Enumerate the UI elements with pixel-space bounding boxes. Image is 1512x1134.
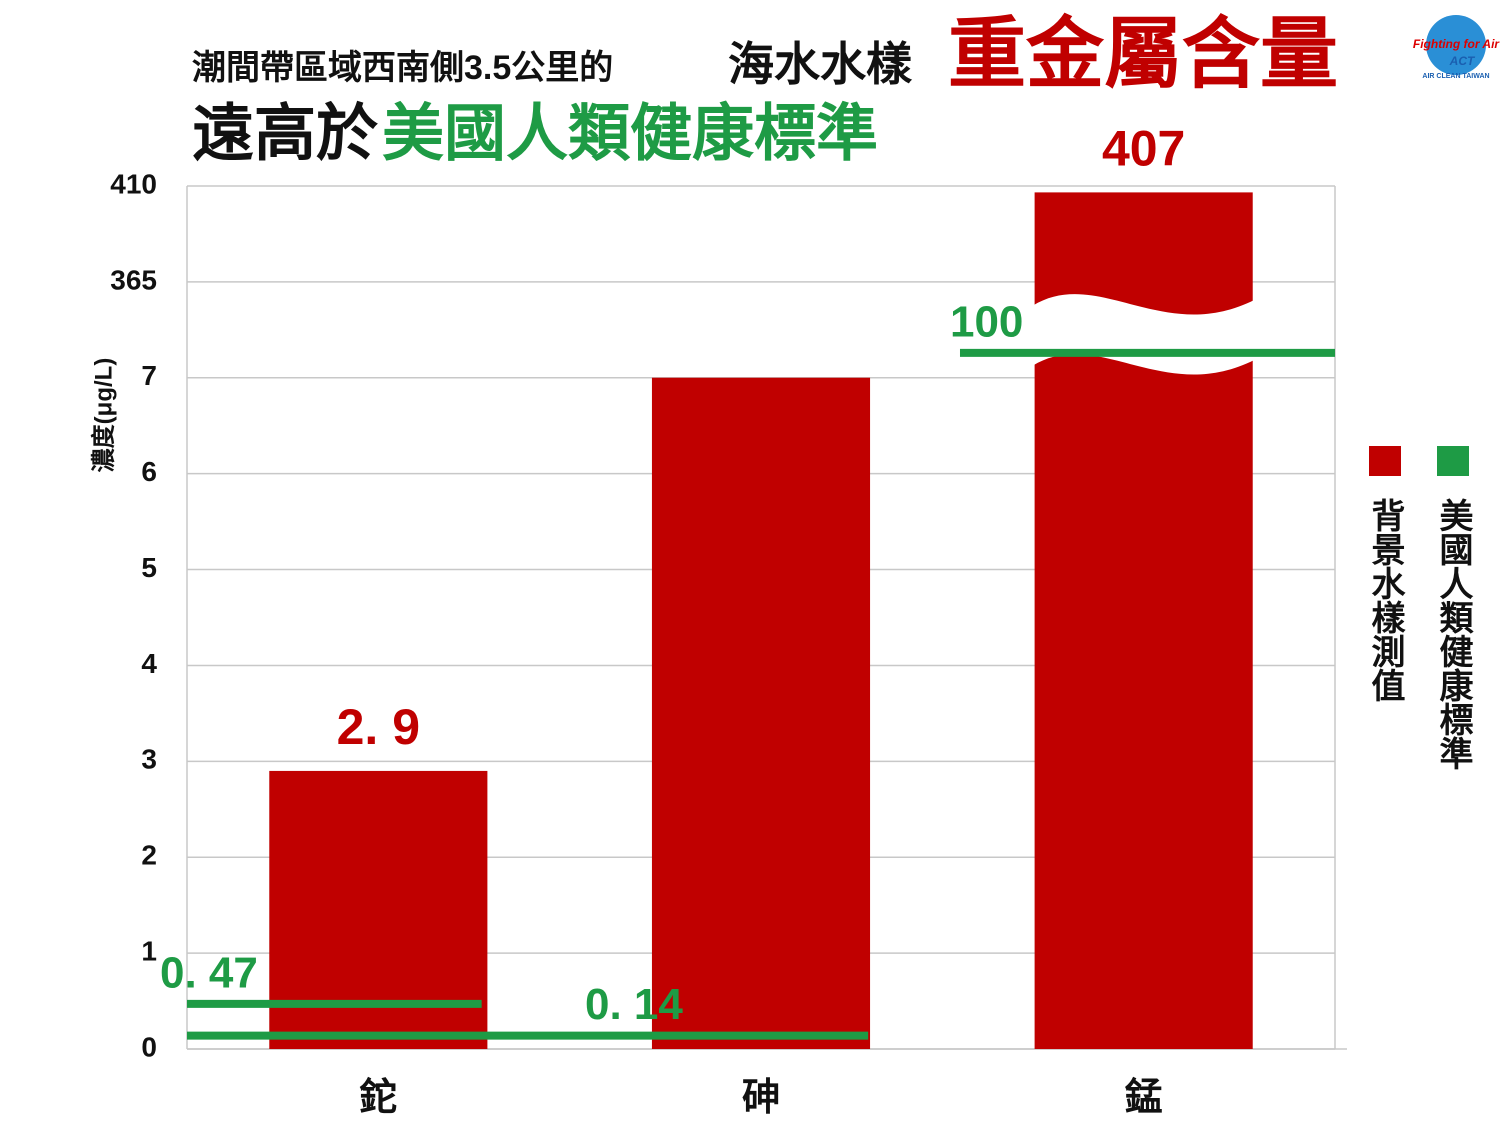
value-label: 0. 14 [585, 980, 683, 1029]
x-tick-label: 錳 [1125, 1077, 1163, 1119]
legend-label: 美國人類健康標準 [1434, 498, 1473, 770]
legend-label: 背景水樣測值 [1366, 498, 1405, 702]
y-tick-label: 7 [141, 360, 157, 391]
legend-swatch [1369, 446, 1401, 476]
title-part: 海水水樣 [728, 38, 913, 90]
y-tick-label: 410 [110, 168, 157, 199]
y-tick-label: 365 [110, 264, 157, 295]
subtitle-highlight: 美國人類健康標準 [382, 99, 878, 168]
bar [651, 377, 871, 1049]
y-axis-label: 濃度(μg/L) [89, 358, 117, 473]
y-tick-label: 5 [141, 552, 157, 583]
title-part: 潮間帶區域西南側3.5公里的 [192, 49, 613, 87]
title-highlight: 重金屬含量 [948, 10, 1338, 98]
y-tick-label: 6 [141, 456, 157, 487]
legend-swatch [1437, 446, 1469, 476]
value-label: 407 [1102, 121, 1185, 177]
axis-break [649, 294, 873, 375]
logo-text: Fighting for Air [1413, 37, 1501, 51]
logo: Fighting for Air ACT AIR CLEAN TAIWAN [1413, 15, 1501, 80]
y-tick-label: 3 [141, 744, 157, 775]
logo-circle [1426, 15, 1486, 75]
value-label: 0. 47 [160, 949, 258, 998]
y-tick-label: 0 [141, 1031, 157, 1062]
value-label: 100 [950, 297, 1023, 346]
logo-text: ACT [1449, 54, 1476, 68]
y-tick-label: 1 [141, 936, 157, 967]
y-tick-label: 2 [141, 840, 157, 871]
logo-text: AIR CLEAN TAIWAN [1422, 73, 1489, 80]
x-tick-label: 砷 [742, 1077, 780, 1119]
value-label: 2. 9 [337, 699, 420, 755]
y-tick-label: 4 [141, 648, 157, 679]
subtitle-part: 遠高於 [192, 99, 378, 168]
x-tick-label: 鉈 [359, 1077, 397, 1119]
